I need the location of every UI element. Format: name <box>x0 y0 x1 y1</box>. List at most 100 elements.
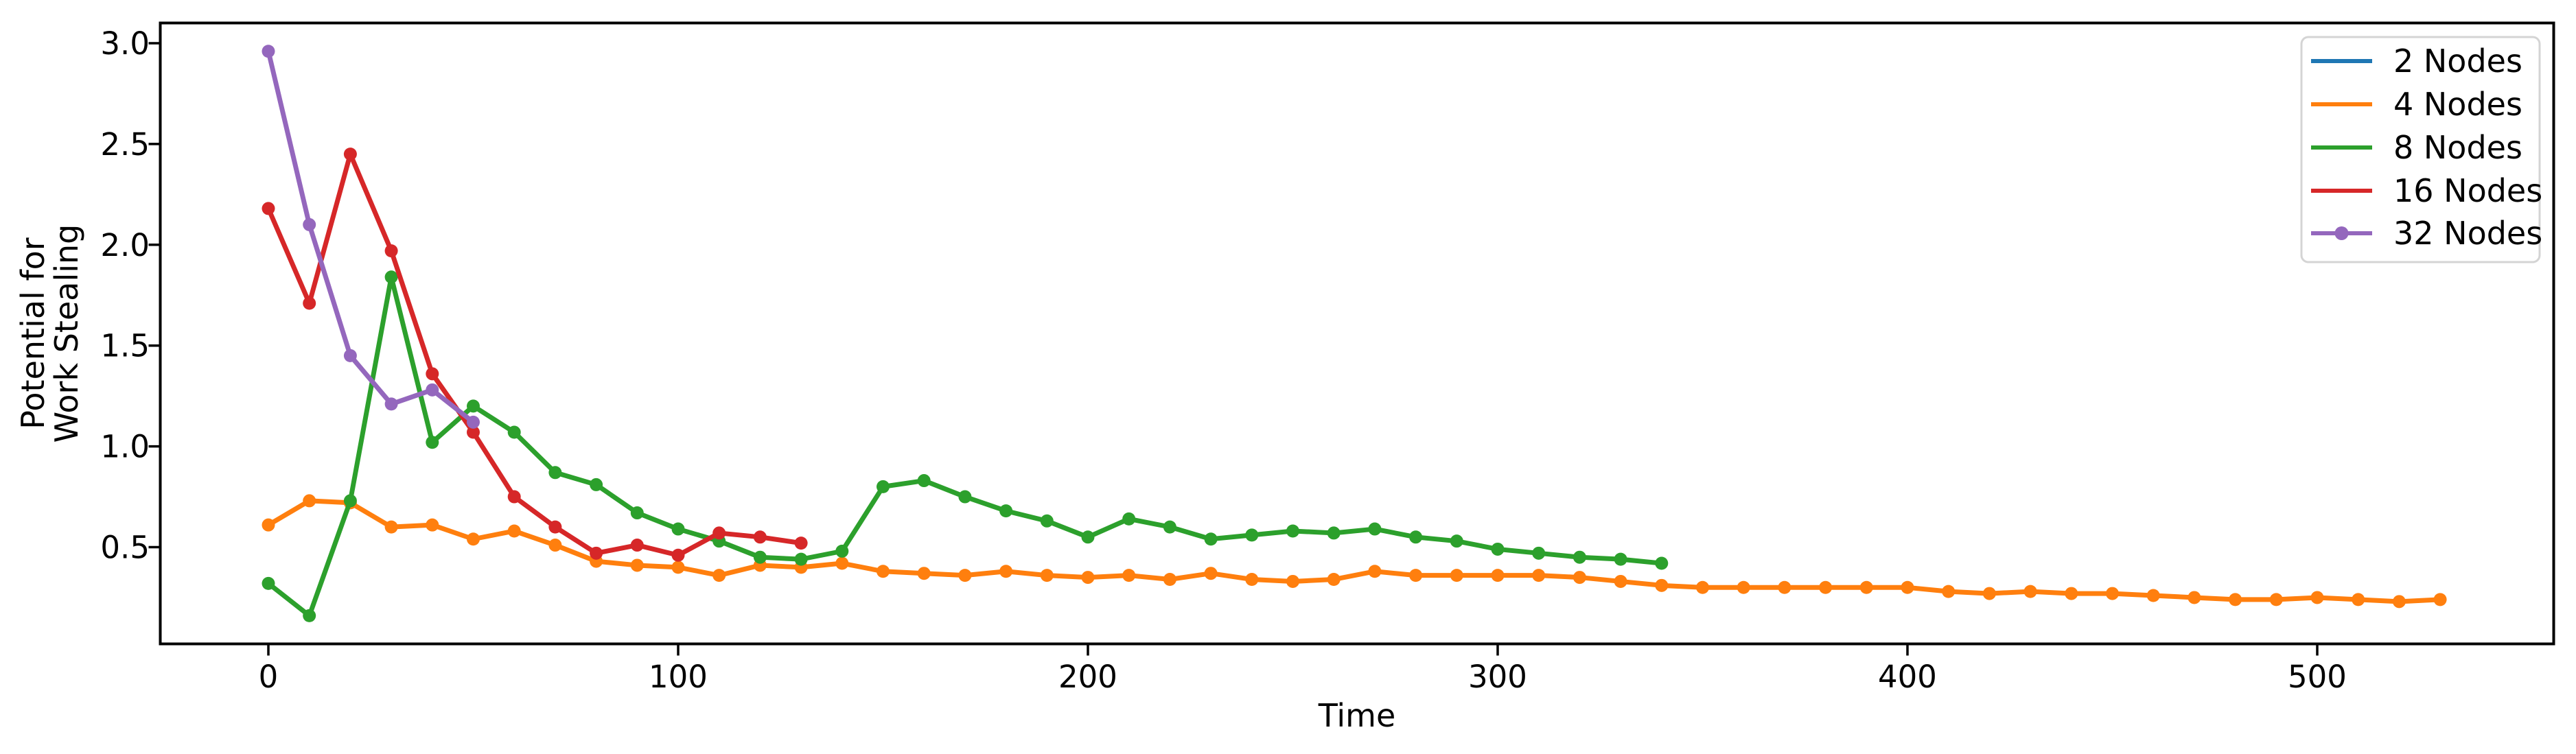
x-axis-tick-label: 0 <box>259 659 279 695</box>
data-point-8-nodes <box>1491 542 1505 556</box>
legend: 2 Nodes 4 Nodes 8 Nodes 16 Nodes 32 Nodes <box>2300 36 2542 263</box>
data-point-4-nodes <box>2433 593 2447 606</box>
data-point-4-nodes <box>917 567 931 580</box>
data-point-4-nodes <box>1163 573 1176 587</box>
data-point-4-nodes <box>2106 587 2119 600</box>
y-axis-tick-label: 2.5 <box>100 126 150 163</box>
x-axis-tick-label: 100 <box>649 659 708 695</box>
data-point-4-nodes <box>2352 593 2365 606</box>
data-point-4-nodes <box>262 518 275 532</box>
y-axis-tick-label: 2.0 <box>100 227 150 263</box>
data-point-4-nodes <box>1081 571 1095 585</box>
data-point-8-nodes <box>794 552 808 566</box>
data-point-32-nodes <box>467 415 480 429</box>
data-point-16-nodes <box>426 367 439 381</box>
data-point-4-nodes <box>1204 567 1218 580</box>
data-point-4-nodes <box>1901 580 1914 594</box>
data-point-8-nodes <box>426 436 439 449</box>
legend-item-32-nodes: 32 Nodes <box>2311 215 2542 252</box>
data-point-8-nodes <box>590 478 603 491</box>
legend-item-label: 32 Nodes <box>2393 215 2542 252</box>
data-point-16-nodes <box>303 296 316 310</box>
data-point-8-nodes <box>262 576 275 590</box>
data-point-8-nodes <box>1368 522 1382 536</box>
x-axis-label: Time <box>1318 697 1396 734</box>
y-axis-tick-label: 3.0 <box>100 25 150 62</box>
x-axis-tick-label: 200 <box>1058 659 1117 695</box>
series-line-8-nodes <box>266 274 1664 618</box>
data-point-16-nodes <box>467 425 480 439</box>
data-point-4-nodes <box>630 558 644 572</box>
data-point-8-nodes <box>1286 524 1299 538</box>
data-point-8-nodes <box>753 550 767 564</box>
data-point-8-nodes <box>1409 530 1423 544</box>
data-point-4-nodes <box>1040 569 1054 582</box>
data-point-4-nodes <box>1655 578 1669 592</box>
data-point-16-nodes <box>262 202 275 215</box>
data-point-4-nodes <box>548 539 562 552</box>
data-point-4-nodes <box>1409 569 1423 582</box>
legend-item-label: 2 Nodes <box>2393 43 2522 80</box>
data-point-4-nodes <box>2188 591 2201 604</box>
data-point-4-nodes <box>1573 571 1586 585</box>
data-point-8-nodes <box>507 425 521 439</box>
series-line-32-nodes <box>266 49 476 425</box>
data-point-4-nodes <box>2146 589 2160 602</box>
x-axis-tick-label: 300 <box>1468 659 1527 695</box>
data-point-16-nodes <box>384 244 398 258</box>
data-point-4-nodes <box>1450 569 1463 582</box>
data-point-8-nodes <box>1122 512 1136 526</box>
y-axis-label-line-1: Potential for <box>14 237 51 429</box>
series-line-4-nodes <box>266 498 2443 604</box>
data-point-4-nodes <box>712 569 726 582</box>
y-axis-tick-label: 1.0 <box>100 429 150 465</box>
legend-item-2-nodes: 2 Nodes <box>2311 43 2522 80</box>
data-point-32-nodes <box>426 383 439 397</box>
data-point-4-nodes <box>1859 580 1873 594</box>
data-point-8-nodes <box>671 522 685 536</box>
data-point-4-nodes <box>1942 585 1956 598</box>
data-point-16-nodes <box>712 526 726 540</box>
data-point-4-nodes <box>1368 565 1382 578</box>
x-axis-tick-label: 400 <box>1878 659 1937 695</box>
data-point-8-nodes <box>303 609 316 622</box>
data-point-8-nodes <box>877 480 890 493</box>
data-point-4-nodes <box>384 520 398 534</box>
data-point-16-nodes <box>753 530 767 544</box>
data-point-4-nodes <box>426 518 439 532</box>
data-point-16-nodes <box>590 546 603 560</box>
data-point-8-nodes <box>1040 514 1054 528</box>
data-point-8-nodes <box>999 504 1013 518</box>
data-point-4-nodes <box>2310 591 2324 604</box>
data-point-4-nodes <box>2065 587 2078 600</box>
data-point-8-nodes <box>958 490 972 504</box>
data-point-4-nodes <box>958 569 972 582</box>
data-point-4-nodes <box>1778 580 1791 594</box>
series-32-nodes <box>262 45 480 429</box>
data-point-8-nodes <box>1655 556 1669 570</box>
data-point-32-nodes <box>343 349 357 362</box>
data-point-4-nodes <box>1491 569 1505 582</box>
data-point-4-nodes <box>303 494 316 508</box>
data-point-16-nodes <box>343 148 357 161</box>
legend-item-4-nodes: 4 Nodes <box>2311 86 2522 123</box>
data-point-8-nodes <box>1450 534 1463 548</box>
data-point-4-nodes <box>1245 573 1259 587</box>
data-point-4-nodes <box>1614 574 1627 588</box>
data-point-4-nodes <box>1327 573 1341 587</box>
series-4-nodes <box>262 494 2447 609</box>
data-point-4-nodes <box>1819 580 1833 594</box>
data-point-32-nodes <box>303 217 316 231</box>
data-point-4-nodes <box>2229 593 2242 606</box>
plot-border <box>159 21 2555 646</box>
data-point-16-nodes <box>794 537 808 550</box>
data-point-8-nodes <box>835 544 849 558</box>
legend-item-label: 16 Nodes <box>2393 172 2542 209</box>
data-point-16-nodes <box>671 548 685 562</box>
legend-item-16-nodes: 16 Nodes <box>2311 172 2542 209</box>
x-axis-tick-label: 500 <box>2288 659 2347 695</box>
y-axis-tick-label: 1.5 <box>100 328 150 364</box>
y-axis-label-line-2: Work Stealing <box>48 224 85 443</box>
data-point-8-nodes <box>1532 546 1546 560</box>
